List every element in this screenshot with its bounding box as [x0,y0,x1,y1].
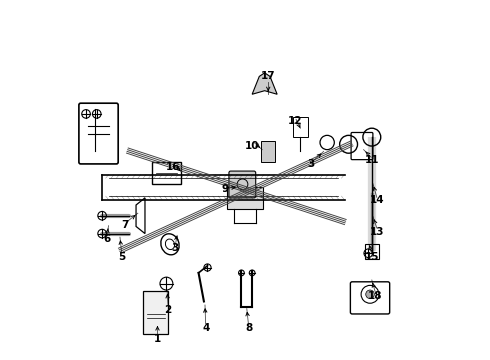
Text: 5: 5 [118,252,125,262]
Text: 18: 18 [368,291,383,301]
Bar [261,141,275,162]
Bar [365,244,379,258]
Text: 9: 9 [222,184,229,194]
Polygon shape [252,73,277,94]
Text: 12: 12 [288,116,302,126]
Text: 17: 17 [261,71,275,81]
Text: 2: 2 [165,305,172,315]
Text: 15: 15 [365,252,379,262]
Text: 10: 10 [245,141,259,151]
Text: 14: 14 [370,195,385,204]
Text: 11: 11 [365,156,379,165]
Bar [227,187,263,208]
Bar [293,117,308,137]
Text: 13: 13 [370,227,385,237]
Text: 7: 7 [122,220,129,230]
Text: 3: 3 [307,159,315,169]
Text: 6: 6 [104,234,111,244]
Text: 3: 3 [172,243,179,253]
Text: 1: 1 [154,334,161,344]
Circle shape [366,290,374,298]
Bar [143,291,168,334]
Text: 16: 16 [166,162,181,172]
Text: 8: 8 [245,323,252,333]
FancyBboxPatch shape [229,171,256,198]
Bar [152,162,181,184]
Text: 4: 4 [202,323,209,333]
